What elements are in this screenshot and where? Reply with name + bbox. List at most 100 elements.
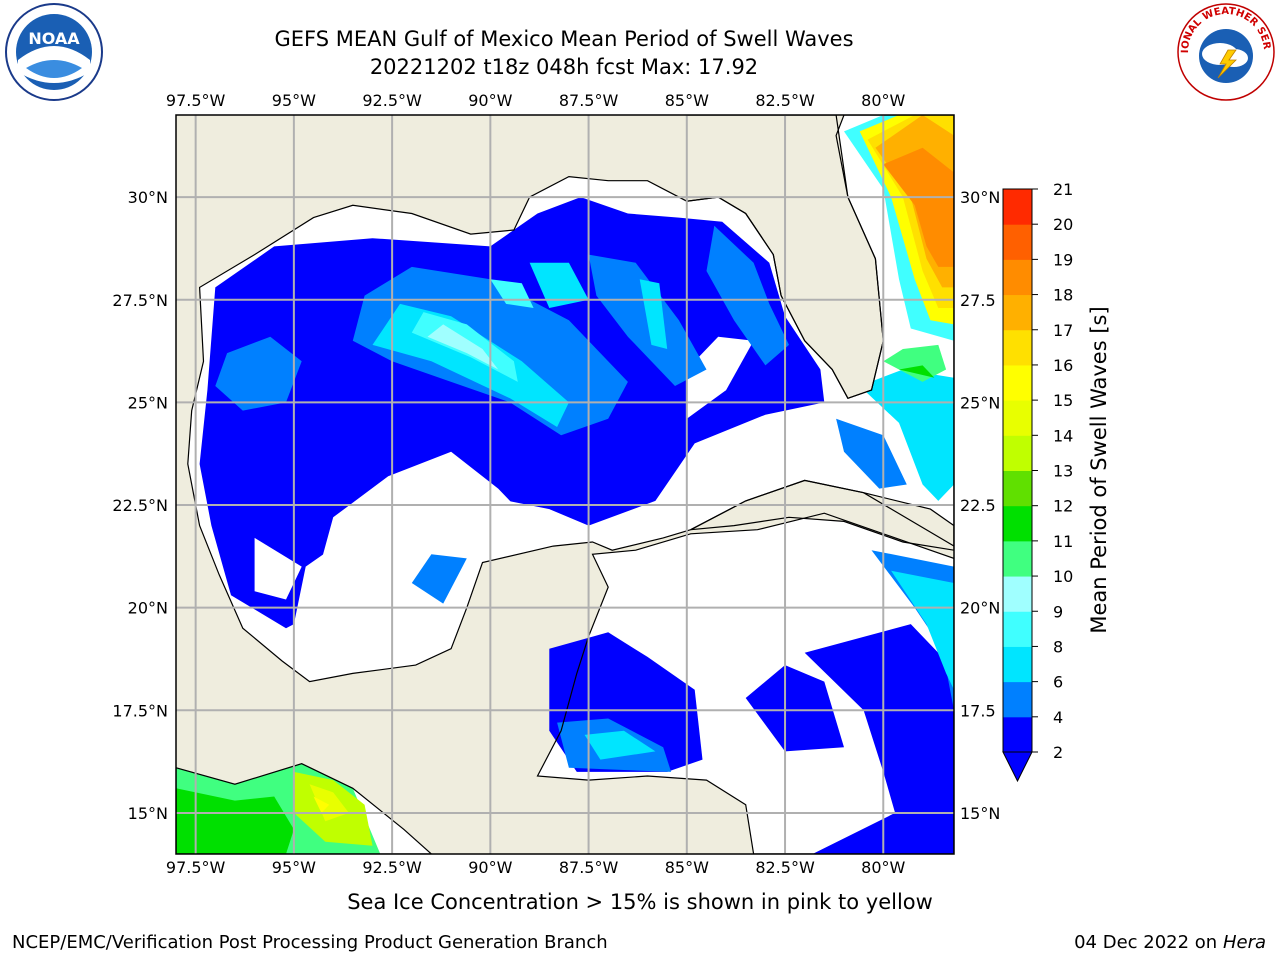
colorbar-segment	[1003, 435, 1032, 471]
lon-tick-label: 95°W	[272, 858, 316, 877]
colorbar-tick-label: 16	[1053, 356, 1073, 375]
swell-contour-region	[254, 537, 302, 600]
colorbar-segment	[1003, 259, 1032, 296]
colorbar-segment	[1003, 189, 1032, 225]
lon-tick-label: 97.5°W	[166, 91, 226, 110]
swell-contour-region	[891, 570, 954, 690]
swell-contour-region	[883, 147, 954, 267]
noaa-logo: NOAA	[5, 3, 103, 101]
lon-tick-label: 85°W	[665, 91, 709, 110]
swell-contour-region	[899, 365, 935, 378]
lat-tick-label: 15°N	[128, 804, 168, 823]
colorbar-tick-label: 2	[1053, 743, 1063, 762]
lon-tick-label: 95°W	[272, 91, 316, 110]
lat-tick-label: 25°N	[960, 393, 1000, 412]
lat-tick-label: 30°N	[128, 188, 168, 207]
lat-tick-label: 17.5°N	[112, 701, 168, 720]
lon-tick-label: 87.5°W	[559, 858, 619, 877]
colorbar-tick-label: 4	[1053, 708, 1063, 727]
lon-tick-label: 90°W	[468, 858, 512, 877]
swell-contour-region	[706, 225, 789, 366]
credit-line: NCEP/EMC/Verification Post Processing Pr…	[12, 932, 608, 953]
date-stamp: 04 Dec 2022 on Hera	[1074, 932, 1266, 953]
map-frame	[175, 114, 955, 855]
swell-contour-region	[686, 336, 754, 419]
map-subtitle: 20221202 t18z 048h fcst Max: 17.92	[369, 55, 759, 79]
swell-contour-region	[411, 554, 467, 604]
colorbar-tick-label: 17	[1053, 321, 1073, 340]
colorbar-segment	[1003, 646, 1032, 683]
lat-tick-label: 22.5	[960, 496, 996, 515]
colorbar-segment	[1003, 294, 1032, 331]
swell-contour-region	[427, 324, 499, 370]
swell-contour-region	[176, 788, 294, 854]
national-weather-service-logo: NATIONAL WEATHER SERVICE	[1176, 2, 1275, 101]
lon-tick-label: 80°W	[861, 91, 905, 110]
colorbar-tick-label: 15	[1053, 391, 1073, 410]
swell-contour-region	[584, 730, 656, 760]
latitude-labels-right: 30°N 27.5 25°N 22.5 20°N 17.5 15°N	[960, 188, 1000, 823]
lat-tick-label: 17.5	[960, 701, 996, 720]
colorbar-tick-label: 19	[1053, 250, 1073, 269]
lat-tick-label: 27.5°N	[112, 291, 168, 310]
lon-tick-label: 97.5°W	[166, 858, 226, 877]
colorbar-segment	[1003, 505, 1032, 542]
lat-lon-grid	[176, 115, 954, 854]
colorbar-tick-label: 6	[1053, 673, 1063, 692]
colorbar-segment	[1003, 400, 1032, 436]
colorbar-tick-label: 12	[1053, 497, 1073, 516]
colorbar-tick-label: 18	[1053, 286, 1073, 305]
colorbar-segment	[1003, 681, 1032, 718]
swell-contour-region	[313, 796, 330, 813]
colorbar-tick-label: 14	[1053, 426, 1073, 445]
swell-contour-region	[836, 418, 907, 489]
lat-tick-label: 20°N	[960, 599, 1000, 618]
lat-tick-label: 22.5°N	[112, 496, 168, 515]
map-title: GEFS MEAN Gulf of Mexico Mean Period of …	[274, 27, 854, 51]
lon-tick-label: 87.5°W	[559, 91, 619, 110]
swell-contour-region	[317, 451, 522, 600]
colorbar-label: Mean Period of Swell Waves [s]	[1087, 306, 1111, 633]
colorbar-tick-label: 9	[1053, 602, 1063, 621]
colorbar-tick-label: 20	[1053, 215, 1073, 234]
colorbar-segment	[1003, 224, 1032, 260]
swell-contour-region	[529, 262, 589, 308]
lon-tick-label: 92.5°W	[362, 91, 422, 110]
colorbar: 2 4 6 8 9 10 11 12 13 14 15 16 17 18 19 20 21	[1002, 180, 1073, 783]
colorbar-tick-label: 8	[1053, 637, 1063, 656]
colorbar-segment	[1003, 364, 1032, 401]
longitude-labels-bottom: 97.5°W 95°W 92.5°W 90°W 87.5°W 85°W 82.5°W 80°W	[166, 858, 906, 877]
colorbar-segment	[1003, 470, 1032, 507]
colorbar-segment	[1003, 576, 1032, 612]
lon-tick-label: 80°W	[861, 858, 905, 877]
lon-tick-label: 92.5°W	[362, 858, 422, 877]
lat-tick-label: 25°N	[128, 393, 168, 412]
lat-tick-label: 20°N	[128, 599, 168, 618]
swell-contour-region	[490, 279, 534, 308]
lat-tick-label: 15°N	[960, 804, 1000, 823]
colorbar-tick-label: 13	[1053, 462, 1073, 481]
colorbar-segment	[1003, 611, 1032, 647]
lon-tick-label: 85°W	[665, 858, 709, 877]
colorbar-tick-label: 10	[1053, 567, 1073, 586]
sea-ice-note: Sea Ice Concentration > 15% is shown in …	[347, 890, 933, 914]
colorbar-segment	[1003, 540, 1032, 577]
latitude-labels-left: 30°N 27.5°N 25°N 22.5°N 20°N 17.5°N 15°N	[112, 188, 168, 823]
swell-contour-region	[215, 336, 302, 411]
swell-contour-region	[804, 624, 954, 854]
swell-contour-region	[745, 665, 844, 752]
lat-tick-label: 27.5	[960, 291, 996, 310]
lon-tick-label: 82.5°W	[755, 91, 815, 110]
swell-contour-region	[883, 344, 947, 382]
longitude-labels-top: 97.5°W 95°W 92.5°W 90°W 87.5°W 85°W 82.5°W 80°W	[166, 91, 906, 110]
swell-contour-region	[639, 279, 668, 349]
lon-tick-label: 82.5°W	[755, 858, 815, 877]
colorbar-segment	[1003, 329, 1032, 366]
colorbar-segment	[1003, 716, 1032, 753]
lat-tick-label: 30°N	[960, 188, 1000, 207]
colorbar-extend-arrow	[1002, 751, 1033, 783]
colorbar-tick-label: 11	[1053, 532, 1073, 551]
lon-tick-label: 90°W	[468, 91, 512, 110]
svg-text:NOAA: NOAA	[28, 29, 80, 48]
